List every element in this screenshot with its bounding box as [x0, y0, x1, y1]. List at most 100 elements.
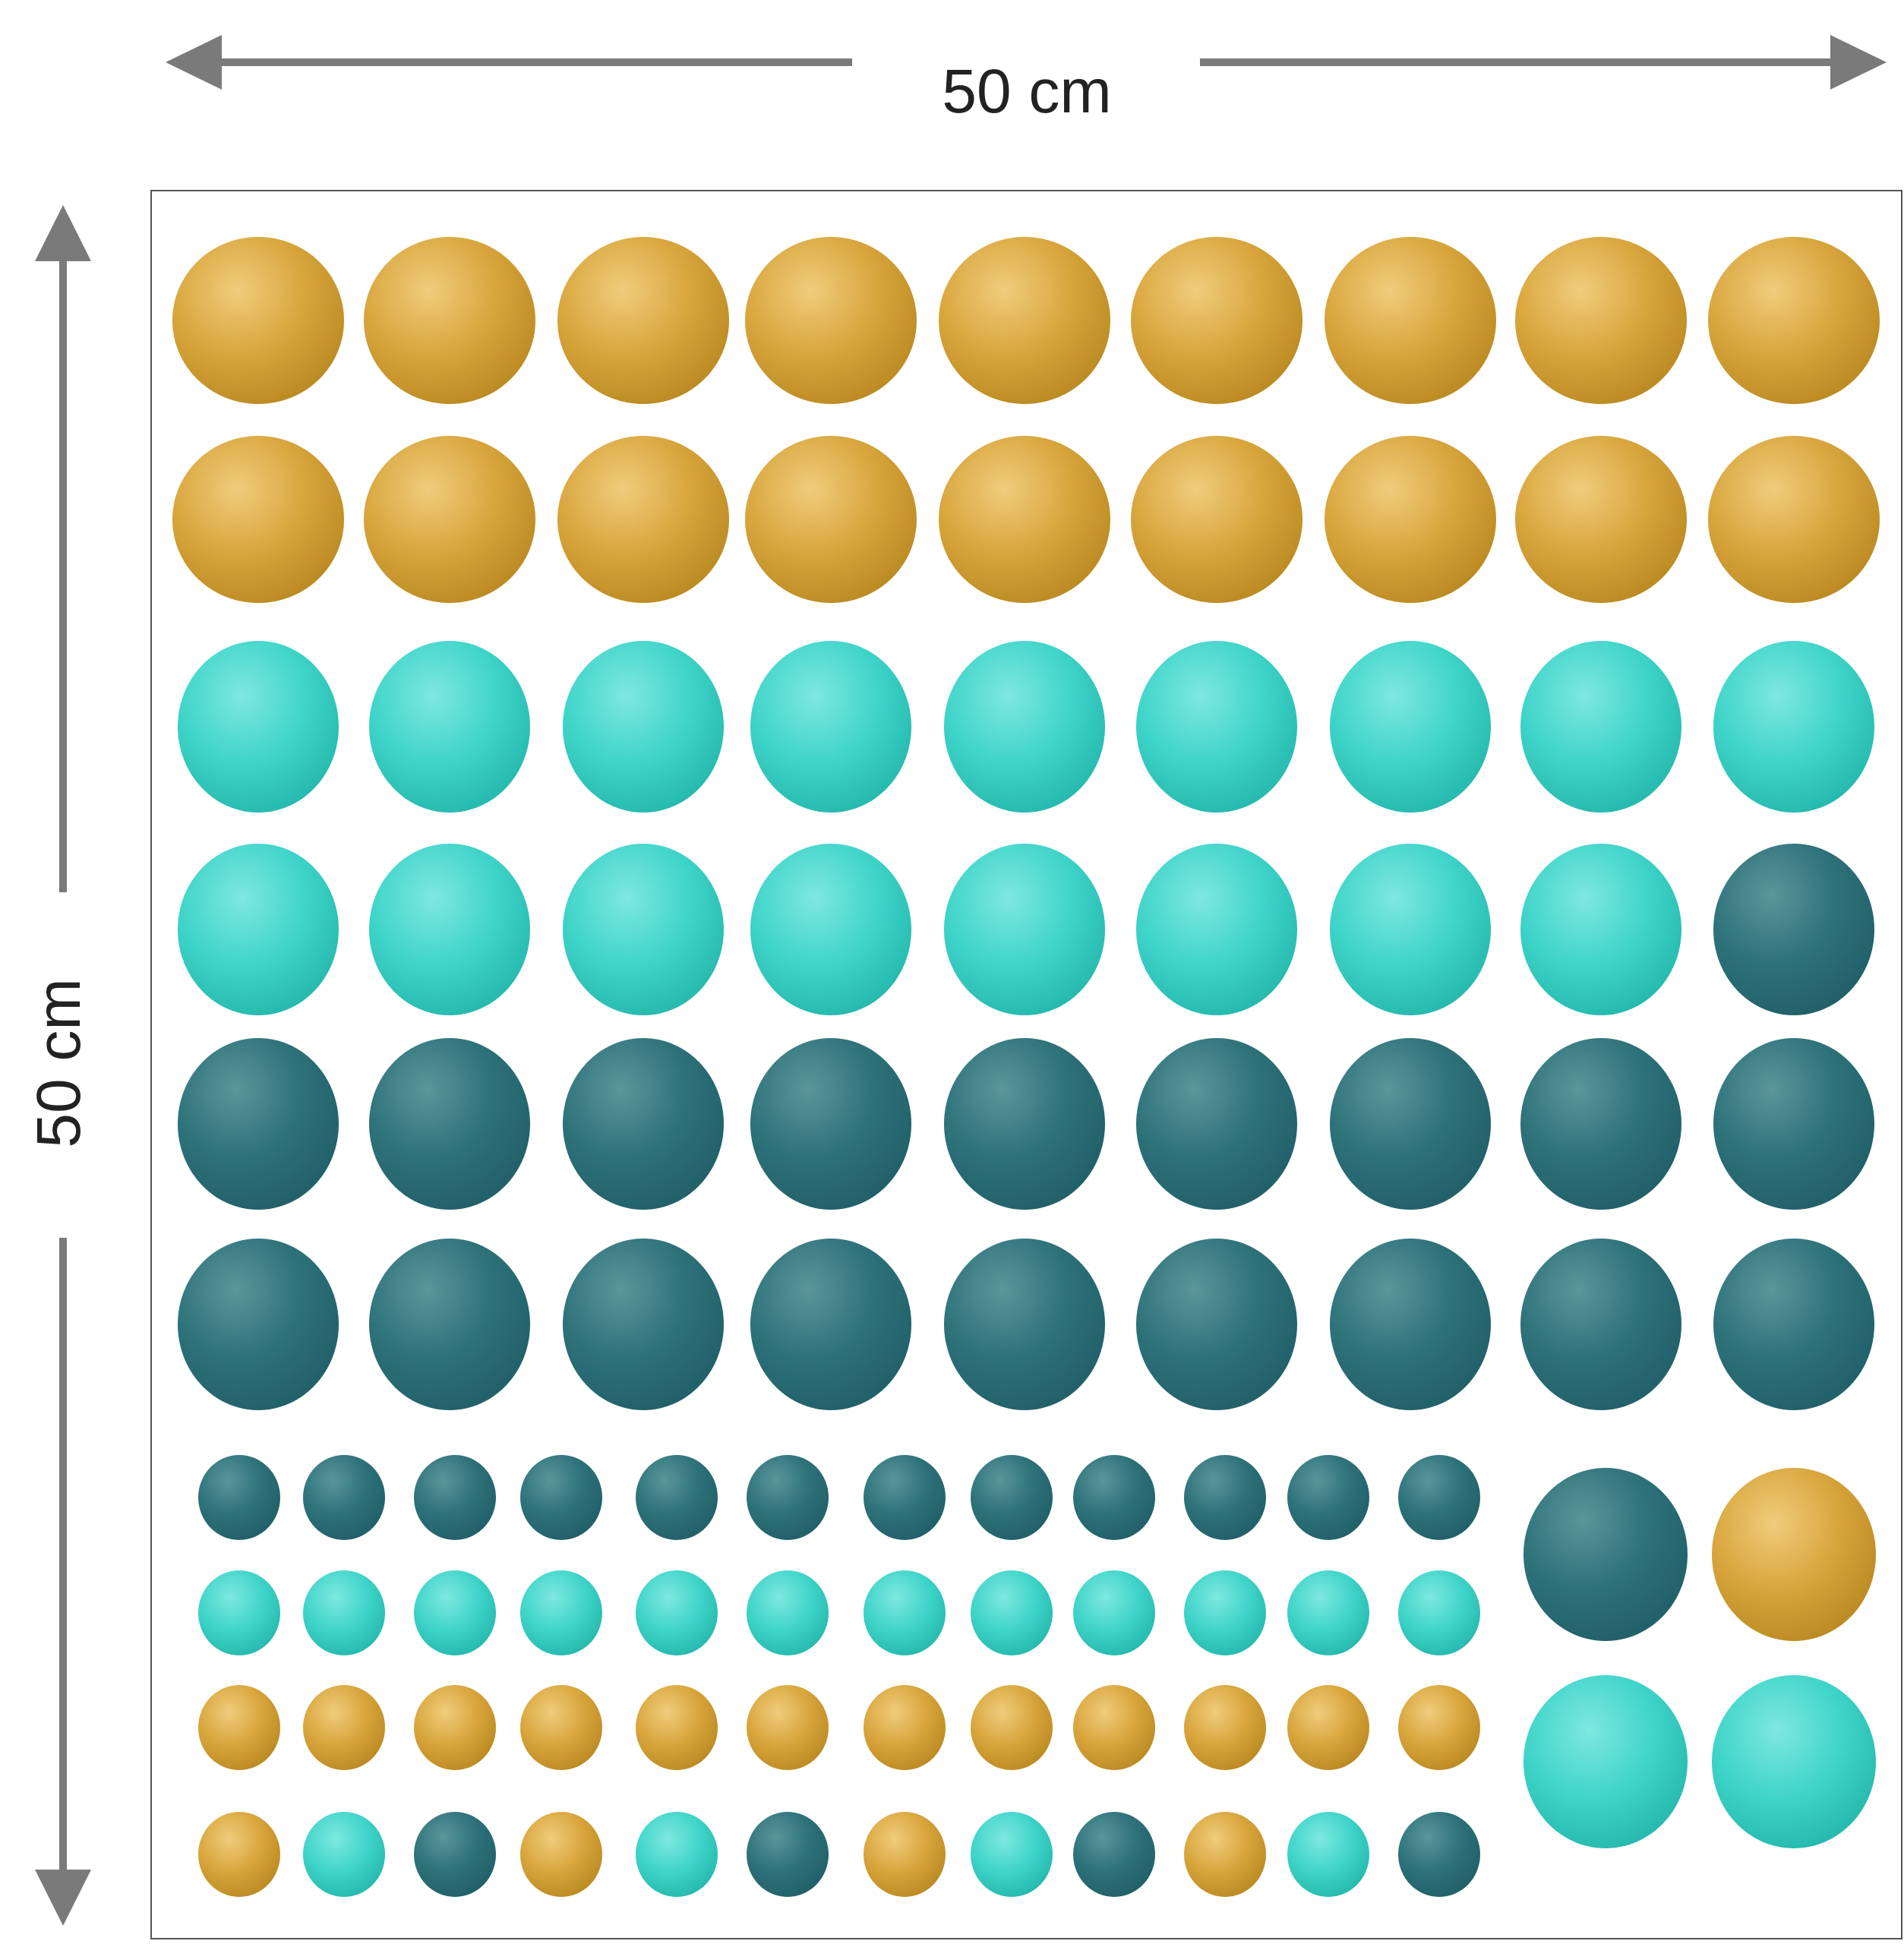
- small-dot-teal: [414, 1455, 496, 1540]
- large-dot-turquoise: [563, 844, 724, 1015]
- small-dot-turquoise: [303, 1570, 385, 1655]
- large-dot-turquoise: [1712, 1675, 1876, 1848]
- small-dot-teal: [747, 1812, 829, 1897]
- width-arrow-left-head: [166, 35, 222, 90]
- large-dot-teal: [563, 1239, 724, 1410]
- large-dot-teal: [1713, 1038, 1874, 1210]
- large-dot-teal: [750, 1239, 911, 1410]
- large-dot-turquoise: [750, 641, 911, 813]
- small-dot-turquoise: [1287, 1570, 1369, 1655]
- small-dot-mustard: [864, 1812, 946, 1897]
- large-dot-turquoise: [1520, 844, 1681, 1015]
- large-dot-turquoise: [1330, 641, 1491, 813]
- large-dot-turquoise: [1330, 844, 1491, 1015]
- large-dot-turquoise: [1136, 641, 1297, 813]
- small-dot-teal: [1073, 1455, 1155, 1540]
- small-dot-turquoise: [971, 1570, 1053, 1655]
- large-dot-mustard: [939, 436, 1110, 603]
- large-dot-turquoise: [1136, 844, 1297, 1015]
- small-dot-turquoise: [747, 1570, 829, 1655]
- small-dot-turquoise: [636, 1812, 718, 1897]
- large-dot-teal: [944, 1239, 1105, 1410]
- large-dot-teal: [1713, 844, 1874, 1015]
- small-dot-mustard: [1073, 1685, 1155, 1770]
- small-dot-mustard: [198, 1685, 280, 1770]
- small-dot-teal: [414, 1812, 496, 1897]
- height-dimension-label: 50 cm: [24, 978, 93, 1148]
- large-dot-turquoise: [369, 641, 530, 813]
- large-dot-teal: [369, 1239, 530, 1410]
- dot-grid: [172, 237, 1880, 1897]
- small-dot-turquoise: [414, 1570, 496, 1655]
- small-dot-mustard: [1184, 1812, 1266, 1897]
- small-dot-turquoise: [303, 1812, 385, 1897]
- large-dot-mustard: [1708, 237, 1880, 404]
- large-dot-teal: [178, 1038, 339, 1210]
- height-arrow: [35, 205, 91, 1926]
- small-dot-mustard: [864, 1685, 946, 1770]
- small-dot-mustard: [1398, 1685, 1480, 1770]
- small-dot-teal: [1398, 1812, 1480, 1897]
- large-dot-teal: [1713, 1239, 1874, 1410]
- small-dot-mustard: [303, 1685, 385, 1770]
- small-dot-mustard: [198, 1812, 280, 1897]
- large-dot-teal: [1136, 1239, 1297, 1410]
- large-dot-mustard: [172, 237, 344, 404]
- large-dot-teal: [1330, 1038, 1491, 1210]
- large-dot-turquoise: [1524, 1675, 1688, 1848]
- large-dot-teal: [944, 1038, 1105, 1210]
- small-dot-turquoise: [198, 1570, 280, 1655]
- small-dot-mustard: [520, 1685, 602, 1770]
- small-dot-teal: [864, 1455, 946, 1540]
- large-dot-mustard: [1325, 237, 1496, 404]
- large-dot-turquoise: [944, 641, 1105, 813]
- small-dot-teal: [971, 1455, 1053, 1540]
- small-dot-teal: [520, 1455, 602, 1540]
- small-dot-teal: [636, 1455, 718, 1540]
- large-dot-mustard: [1325, 436, 1496, 603]
- small-dot-mustard: [636, 1685, 718, 1770]
- large-dot-mustard: [745, 436, 917, 603]
- height-arrow-bottom-head: [35, 1870, 91, 1926]
- large-dot-teal: [178, 1239, 339, 1410]
- large-dot-teal: [1520, 1038, 1681, 1210]
- large-dot-mustard: [1712, 1468, 1876, 1641]
- small-dot-mustard: [971, 1685, 1053, 1770]
- large-dot-mustard: [1708, 436, 1880, 603]
- width-arrow: [166, 35, 1887, 90]
- small-dot-turquoise: [1398, 1570, 1480, 1655]
- large-dot-mustard: [364, 436, 535, 603]
- small-dot-turquoise: [864, 1570, 946, 1655]
- large-dot-mustard: [1131, 436, 1302, 603]
- small-dot-teal: [1184, 1455, 1266, 1540]
- small-dot-teal: [198, 1455, 280, 1540]
- large-dot-mustard: [1515, 436, 1687, 603]
- small-dot-teal: [1287, 1455, 1369, 1540]
- sticker-sheet: [150, 190, 1902, 1939]
- height-arrow-top-head: [35, 205, 91, 261]
- large-dot-turquoise: [563, 641, 724, 813]
- small-dot-turquoise: [1287, 1812, 1369, 1897]
- small-dot-turquoise: [1073, 1570, 1155, 1655]
- large-dot-teal: [1524, 1468, 1688, 1641]
- large-dot-mustard: [939, 237, 1110, 404]
- small-dot-teal: [303, 1455, 385, 1540]
- small-dot-turquoise: [520, 1570, 602, 1655]
- large-dot-turquoise: [944, 844, 1105, 1015]
- large-dot-mustard: [1515, 237, 1687, 404]
- width-dimension-label: 50 cm: [942, 57, 1112, 126]
- width-arrow-right-head: [1830, 35, 1887, 90]
- large-dot-mustard: [557, 237, 729, 404]
- large-dot-turquoise: [1520, 641, 1681, 813]
- small-dot-mustard: [1287, 1685, 1369, 1770]
- large-dot-mustard: [172, 436, 344, 603]
- large-dot-teal: [1136, 1038, 1297, 1210]
- large-dot-mustard: [745, 237, 917, 404]
- large-dot-mustard: [1131, 237, 1302, 404]
- small-dot-mustard: [747, 1685, 829, 1770]
- small-dot-mustard: [520, 1812, 602, 1897]
- small-dot-turquoise: [636, 1570, 718, 1655]
- small-dot-teal: [747, 1455, 829, 1540]
- large-dot-turquoise: [750, 844, 911, 1015]
